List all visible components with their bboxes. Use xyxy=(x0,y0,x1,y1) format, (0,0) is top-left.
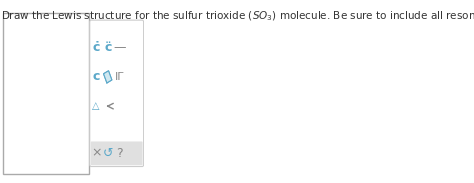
Text: c: c xyxy=(92,70,100,83)
Text: c̈: c̈ xyxy=(104,41,111,54)
Text: ↺: ↺ xyxy=(102,147,113,160)
Polygon shape xyxy=(103,71,112,83)
Text: ?: ? xyxy=(116,147,122,160)
Text: Draw the Lewis structure for the sulfur trioxide $(SO_3)$ molecule. Be sure to i: Draw the Lewis structure for the sulfur … xyxy=(1,9,474,23)
Bar xyxy=(3,13,89,174)
Text: ċ: ċ xyxy=(92,41,100,54)
Text: ×: × xyxy=(91,147,101,160)
Text: —: — xyxy=(113,41,126,54)
FancyBboxPatch shape xyxy=(91,141,143,165)
FancyBboxPatch shape xyxy=(90,20,144,167)
Text: △: △ xyxy=(92,101,100,111)
Text: IΓ: IΓ xyxy=(114,72,124,82)
